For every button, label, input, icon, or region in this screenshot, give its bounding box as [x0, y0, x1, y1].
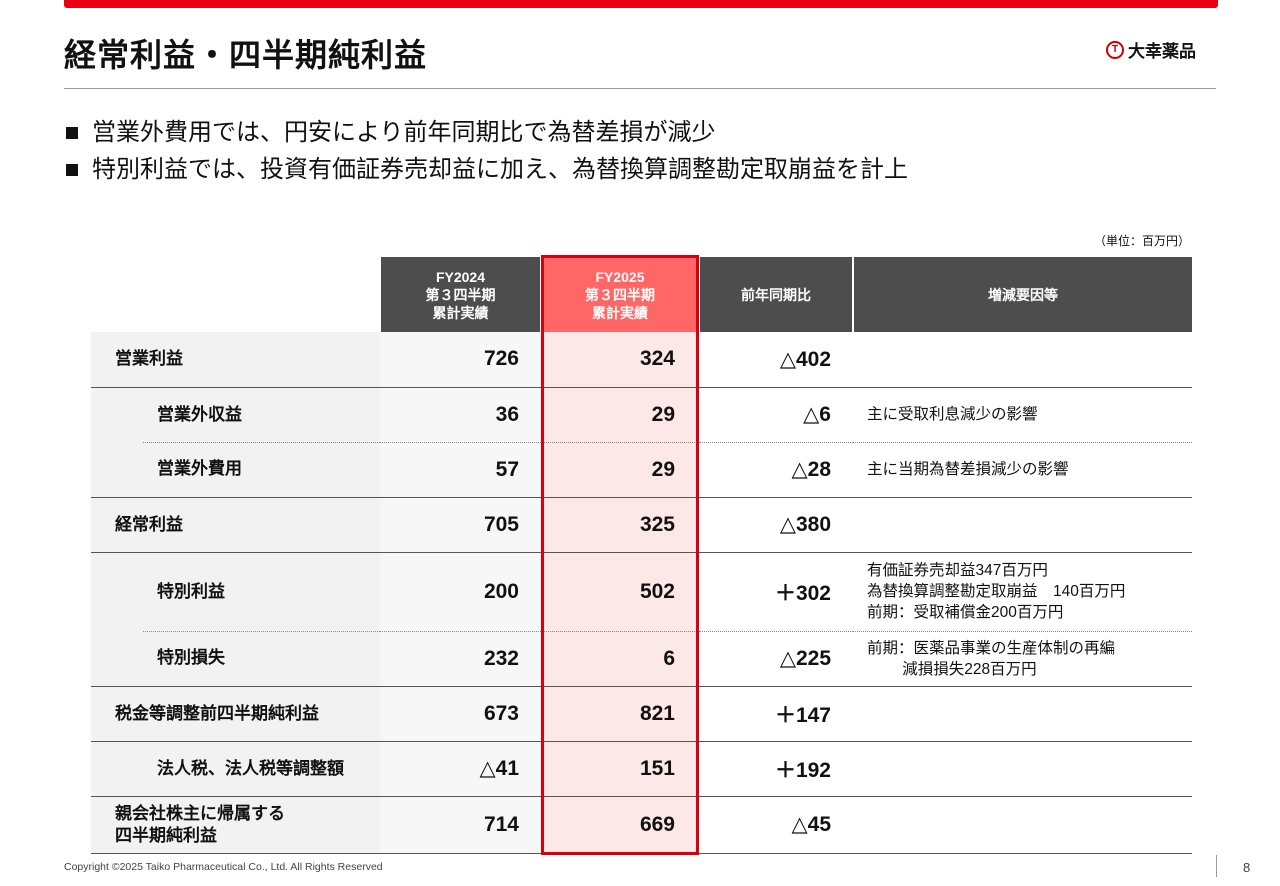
fy2024-value: 232: [380, 631, 541, 687]
change-factors: [853, 741, 1192, 797]
table-row: 法人税、法人税等調整額 △41 151 ＋192: [91, 741, 1192, 797]
fy2025-value: 325: [541, 497, 699, 553]
header-yoy: 前年同期比: [698, 257, 853, 332]
change-factors: 前期：医薬品事業の生産体制の再編 減損損失228百万円: [853, 631, 1192, 687]
fy2024-value: △41: [380, 741, 541, 797]
copyright: Copyright ©2025 Taiko Pharmaceutical Co.…: [64, 861, 383, 873]
yoy-change: ＋147: [699, 686, 853, 742]
top-accent-bar: [64, 0, 1218, 8]
change-factors: 有価証券売却益347百万円為替換算調整勘定取崩益 140百万円 前期：受取補償金2…: [853, 552, 1192, 632]
row-dotted-divider: [143, 631, 380, 632]
yoy-change: △402: [699, 332, 853, 388]
table-row: 税金等調整前四半期純利益 673 821 ＋147: [91, 686, 1192, 742]
change-factors: [853, 332, 1192, 388]
header-fy2025: FY2025 第３四半期 累計実績: [540, 257, 699, 332]
bullet-item: 特別利益では、投資有価証券売却益に加え、為替換算調整勘定取崩益を計上: [64, 151, 908, 188]
fy2024-value: 673: [380, 686, 541, 742]
table-row: 経常利益 705 325 △380: [91, 497, 1192, 553]
row-label: 経常利益: [91, 497, 380, 553]
fy2025-value: 151: [541, 741, 699, 797]
fy2025-value: 29: [541, 442, 699, 498]
row-label: 税金等調整前四半期純利益: [91, 686, 380, 742]
income-table: FY2024 第３四半期 累計実績 FY2025 第３四半期 累計実績 前年同期比 増減…: [91, 257, 1192, 854]
company-logo: T 大幸薬品: [1106, 37, 1196, 62]
table-row: 親会社株主に帰属する 四半期純利益 714 669 △45: [91, 796, 1192, 854]
bullet-text: 営業外費用では、円安により前年同期比で為替差損が減少: [92, 119, 716, 146]
fy2025-value: 29: [541, 387, 699, 443]
fy2025-value: 821: [541, 686, 699, 742]
row-dotted-divider: [143, 442, 380, 443]
note-line: 前期：医薬品事業の生産体制の再編: [867, 639, 1116, 657]
logo-text: 大幸薬品: [1128, 42, 1196, 61]
table-row: 営業外費用 57 29 △28 主に当期為替差損減少の影響: [91, 442, 1192, 498]
row-label: 営業利益: [91, 332, 380, 388]
header-fy2024: FY2024 第３四半期 累計実績: [379, 257, 541, 332]
bullet-square-icon: [66, 126, 78, 139]
bullet-square-icon: [66, 163, 78, 176]
note-line: 前期：受取補償金200百万円: [867, 604, 1064, 621]
bullet-list: 営業外費用では、円安により前年同期比で為替差損が減少 特別利益では、投資有価証券…: [64, 114, 908, 188]
change-factors: 主に受取利息減少の影響: [853, 387, 1192, 443]
row-label: 親会社株主に帰属する 四半期純利益: [91, 796, 380, 854]
yoy-change: △45: [699, 796, 853, 854]
note-line: 主に当期為替差損減少の影響: [867, 461, 1069, 478]
change-factors: [853, 796, 1192, 854]
fy2025-value: 324: [541, 332, 699, 388]
row-label: 営業外収益: [91, 387, 380, 442]
table-row: 特別利益 200 502 ＋302 有価証券売却益347百万円為替換算調整勘定取…: [91, 552, 1192, 632]
table-row: 営業利益 726 324 △402: [91, 332, 1192, 388]
fy2024-value: 57: [380, 442, 541, 498]
yoy-change: △6: [699, 387, 853, 443]
logo-icon: T: [1106, 40, 1124, 59]
fy2025-value: 502: [541, 552, 699, 632]
fy2024-value: 705: [380, 497, 541, 553]
fy2025-value: 669: [541, 796, 699, 854]
yoy-change: △225: [699, 631, 853, 687]
unit-note: （単位：百万円）: [1093, 234, 1190, 248]
header-factors: 増減要因等: [852, 257, 1192, 332]
table-row: 特別損失 232 6 △225 前期：医薬品事業の生産体制の再編 減損損失228…: [91, 631, 1192, 687]
page-title: 経常利益・四半期純利益: [64, 37, 428, 73]
table-row: 営業外収益 36 29 △6 主に受取利息減少の影響: [91, 387, 1192, 443]
row-label: 営業外費用: [91, 442, 380, 498]
fy2024-value: 714: [380, 796, 541, 854]
yoy-change: ＋302: [699, 552, 853, 632]
fy2024-value: 36: [380, 387, 541, 443]
header-blank: [91, 257, 380, 332]
note-line: 為替換算調整勘定取崩益 140百万円: [867, 583, 1126, 600]
note-line: 有価証券売却益347百万円: [867, 562, 1048, 579]
yoy-change: △28: [699, 442, 853, 498]
fy2025-value: 6: [541, 631, 699, 687]
yoy-change: △380: [699, 497, 853, 553]
note-line: 主に受取利息減少の影響: [867, 406, 1038, 423]
row-label: 特別利益: [91, 552, 380, 631]
change-factors: [853, 497, 1192, 553]
fy2024-value: 726: [380, 332, 541, 388]
row-label: 法人税、法人税等調整額: [91, 741, 380, 797]
title-divider: [64, 88, 1216, 89]
change-factors: [853, 686, 1192, 742]
note-line: 減損損失228百万円: [867, 660, 1037, 678]
yoy-change: ＋192: [699, 741, 853, 797]
page-number-divider: [1216, 855, 1217, 877]
fy2024-value: 200: [380, 552, 541, 632]
bullet-item: 営業外費用では、円安により前年同期比で為替差損が減少: [64, 114, 908, 151]
row-label: 特別損失: [91, 631, 380, 687]
change-factors: 主に当期為替差損減少の影響: [853, 442, 1192, 498]
page-number: 8: [1243, 860, 1251, 875]
bullet-text: 特別利益では、投資有価証券売却益に加え、為替換算調整勘定取崩益を計上: [92, 156, 908, 183]
